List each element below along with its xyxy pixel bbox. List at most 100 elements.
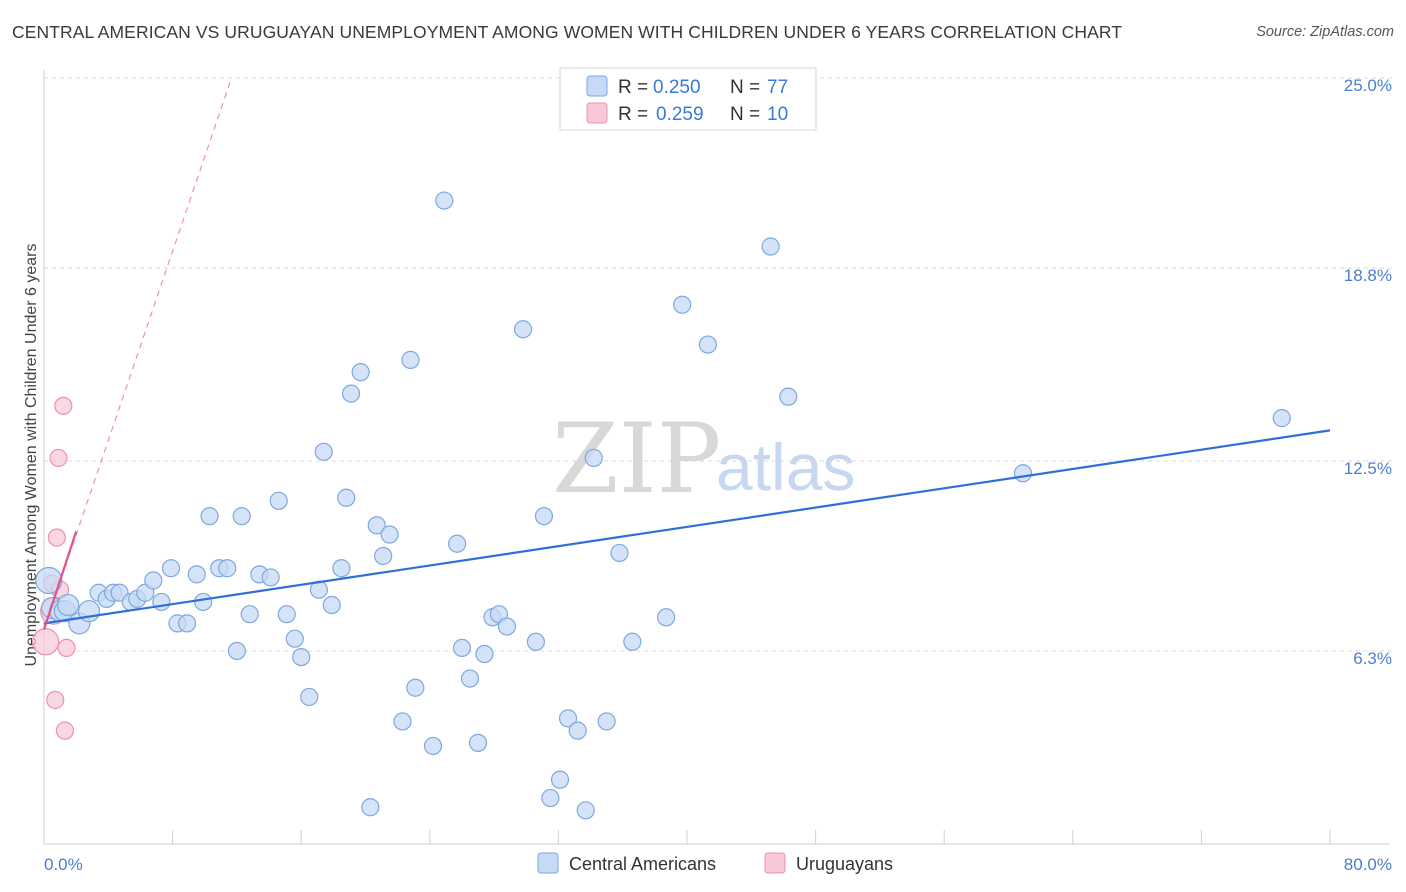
point-central-americans bbox=[534, 507, 554, 526]
x-tick-label-max: 80.0% bbox=[1344, 855, 1392, 874]
y-tick-label: 18.8% bbox=[1344, 266, 1392, 285]
watermark-zip: ZIP bbox=[552, 403, 721, 515]
legend-r-label-2: R = bbox=[618, 104, 648, 125]
point-central-americans bbox=[361, 798, 380, 817]
point-central-americans bbox=[161, 559, 181, 578]
legend-swatch-pink bbox=[586, 102, 608, 124]
point-central-americans bbox=[269, 491, 288, 510]
legend-n-value-1: 77 bbox=[767, 77, 788, 98]
point-uruguayans bbox=[47, 528, 66, 547]
point-central-americans bbox=[541, 788, 560, 808]
point-central-americans bbox=[406, 678, 425, 697]
x-axis-ticks bbox=[43, 830, 1331, 844]
point-central-americans bbox=[187, 565, 206, 584]
legend-n-value-2: 10 bbox=[767, 104, 788, 125]
legend-r-value-2: 0.259 bbox=[656, 104, 704, 125]
point-central-americans bbox=[292, 647, 311, 667]
point-uruguayans bbox=[46, 690, 65, 710]
legend-r-label-1: R = bbox=[618, 77, 648, 98]
point-uruguayans bbox=[32, 628, 60, 656]
bottom-legend-swatch-blue bbox=[537, 852, 559, 874]
point-central-americans bbox=[152, 592, 171, 612]
correlation-legend: R = 0.250 N = 77 R = 0.259 N = 10 bbox=[559, 67, 817, 131]
trend-line-uruguayans bbox=[42, 531, 78, 630]
point-uruguayans bbox=[55, 721, 74, 740]
point-central-americans bbox=[322, 595, 341, 615]
point-central-americans bbox=[177, 614, 197, 633]
point-central-americans bbox=[337, 488, 356, 507]
point-central-americans bbox=[401, 350, 420, 369]
chart-title: CENTRAL AMERICAN VS URUGUAYAN UNEMPLOYME… bbox=[12, 22, 1123, 42]
trend-lines bbox=[42, 80, 1331, 630]
point-central-americans bbox=[610, 543, 629, 563]
point-central-americans bbox=[351, 363, 370, 382]
bottom-legend-swatch-pink bbox=[764, 852, 786, 874]
legend-swatch-blue bbox=[586, 75, 608, 97]
source-label: Source: ZipAtlas.com bbox=[1256, 24, 1394, 40]
trend-line-central-americans bbox=[43, 429, 1331, 625]
point-central-americans bbox=[341, 384, 361, 403]
point-central-americans bbox=[448, 534, 467, 553]
point-central-americans bbox=[1013, 464, 1033, 483]
point-central-americans bbox=[779, 387, 798, 406]
point-central-americans bbox=[423, 736, 443, 756]
gridlines bbox=[44, 77, 1392, 652]
point-central-americans bbox=[623, 632, 642, 651]
point-central-americans bbox=[277, 605, 296, 624]
legend-n-label-2: N = bbox=[730, 104, 760, 125]
point-central-americans bbox=[314, 442, 333, 461]
point-central-americans bbox=[497, 617, 517, 636]
point-central-americans bbox=[550, 770, 570, 789]
point-central-americans bbox=[227, 641, 246, 661]
point-central-americans bbox=[300, 687, 319, 707]
point-central-americans bbox=[200, 507, 219, 526]
y-tick-label: 25.0% bbox=[1344, 76, 1392, 95]
series-central-americans bbox=[35, 191, 1291, 820]
point-central-americans bbox=[673, 295, 692, 314]
point-central-americans bbox=[597, 712, 616, 731]
point-central-americans bbox=[435, 191, 454, 210]
point-central-americans bbox=[393, 712, 412, 731]
point-central-americans bbox=[584, 448, 603, 468]
watermark-atlas: atlas bbox=[716, 430, 855, 504]
point-central-americans bbox=[1272, 409, 1291, 428]
point-central-americans bbox=[761, 237, 780, 256]
point-central-americans bbox=[475, 644, 494, 664]
point-central-americans bbox=[367, 516, 386, 535]
bottom-legend-central-americans: Central Americans bbox=[569, 854, 716, 874]
point-central-americans bbox=[468, 733, 488, 752]
x-tick-label-min: 0.0% bbox=[44, 855, 83, 874]
point-central-americans bbox=[568, 721, 587, 740]
point-central-americans bbox=[380, 525, 399, 544]
legend-n-label-1: N = bbox=[730, 77, 760, 98]
y-tick-label: 12.5% bbox=[1344, 459, 1392, 478]
y-axis-tick-labels: 6.3% 12.5% 18.8% 25.0% bbox=[1344, 76, 1392, 668]
point-central-americans bbox=[698, 335, 717, 354]
point-central-americans bbox=[452, 638, 472, 658]
legend-r-value-1: 0.250 bbox=[653, 77, 701, 98]
point-uruguayans bbox=[49, 448, 68, 468]
trend-line-uruguayans-extended bbox=[43, 80, 232, 630]
point-central-americans bbox=[218, 559, 237, 578]
point-uruguayans bbox=[54, 396, 73, 415]
point-central-americans bbox=[261, 568, 280, 587]
point-central-americans bbox=[57, 593, 80, 617]
point-central-americans bbox=[460, 669, 480, 688]
point-central-americans bbox=[374, 546, 393, 566]
bottom-legend-uruguayans: Uruguayans bbox=[796, 854, 893, 874]
point-central-americans bbox=[232, 507, 251, 526]
point-central-americans bbox=[526, 632, 545, 651]
point-central-americans bbox=[576, 801, 595, 820]
point-central-americans bbox=[657, 608, 676, 627]
point-central-americans bbox=[144, 571, 163, 590]
point-uruguayans bbox=[57, 638, 76, 658]
point-central-americans bbox=[513, 320, 533, 339]
y-axis-title: Unemployment Among Women with Children U… bbox=[23, 243, 40, 666]
point-central-americans bbox=[240, 605, 259, 624]
watermark: ZIP atlas bbox=[552, 403, 855, 515]
point-central-americans bbox=[35, 566, 63, 595]
point-central-americans bbox=[558, 709, 578, 728]
y-tick-label: 6.3% bbox=[1353, 649, 1392, 668]
series-legend: Central Americans Uruguayans bbox=[537, 852, 893, 874]
